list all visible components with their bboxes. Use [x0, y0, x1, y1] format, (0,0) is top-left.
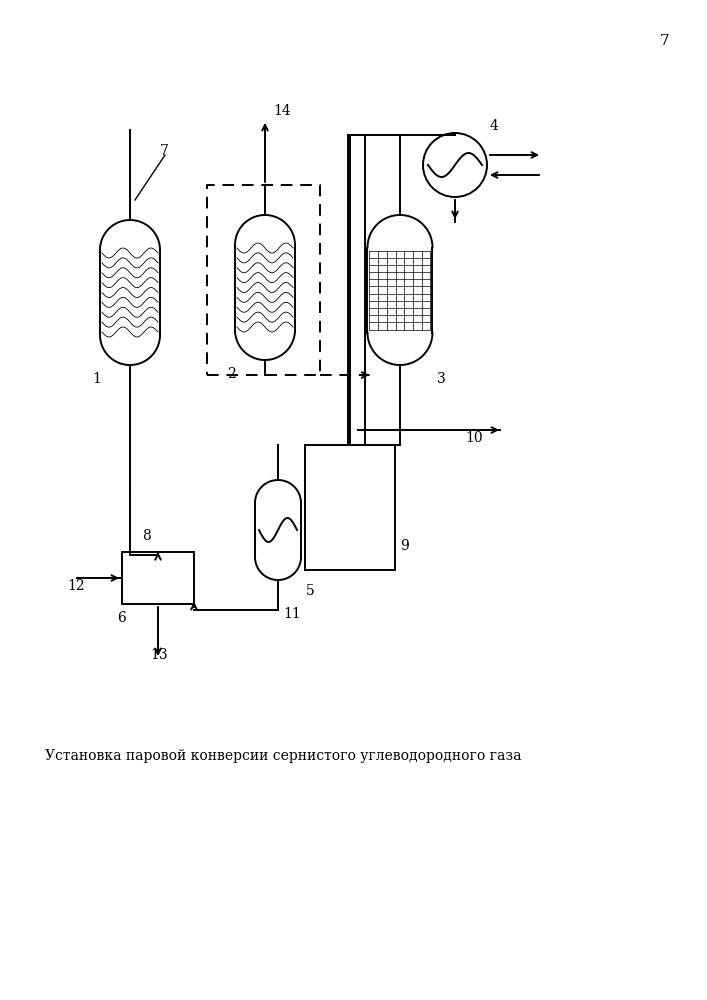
- Bar: [305, 445, 395, 570]
- Text: 2: 2: [227, 367, 235, 381]
- Text: 9: 9: [400, 539, 409, 553]
- Text: 8: 8: [142, 529, 151, 543]
- Text: 11: 11: [283, 607, 300, 621]
- Text: 12: 12: [67, 579, 85, 593]
- Text: 7: 7: [160, 144, 169, 158]
- Text: 14: 14: [273, 104, 291, 118]
- Text: 7: 7: [660, 34, 670, 48]
- Text: 3: 3: [438, 372, 446, 386]
- Text: 13: 13: [150, 648, 168, 662]
- Text: 5: 5: [306, 584, 315, 598]
- Text: 4: 4: [490, 119, 499, 133]
- Text: 6: 6: [117, 611, 126, 625]
- Bar: [122, 552, 194, 604]
- Text: 10: 10: [465, 431, 483, 445]
- Text: 1: 1: [92, 372, 101, 386]
- Text: Установка паровой конверсии сернистого углеводородного газа: Установка паровой конверсии сернистого у…: [45, 749, 522, 763]
